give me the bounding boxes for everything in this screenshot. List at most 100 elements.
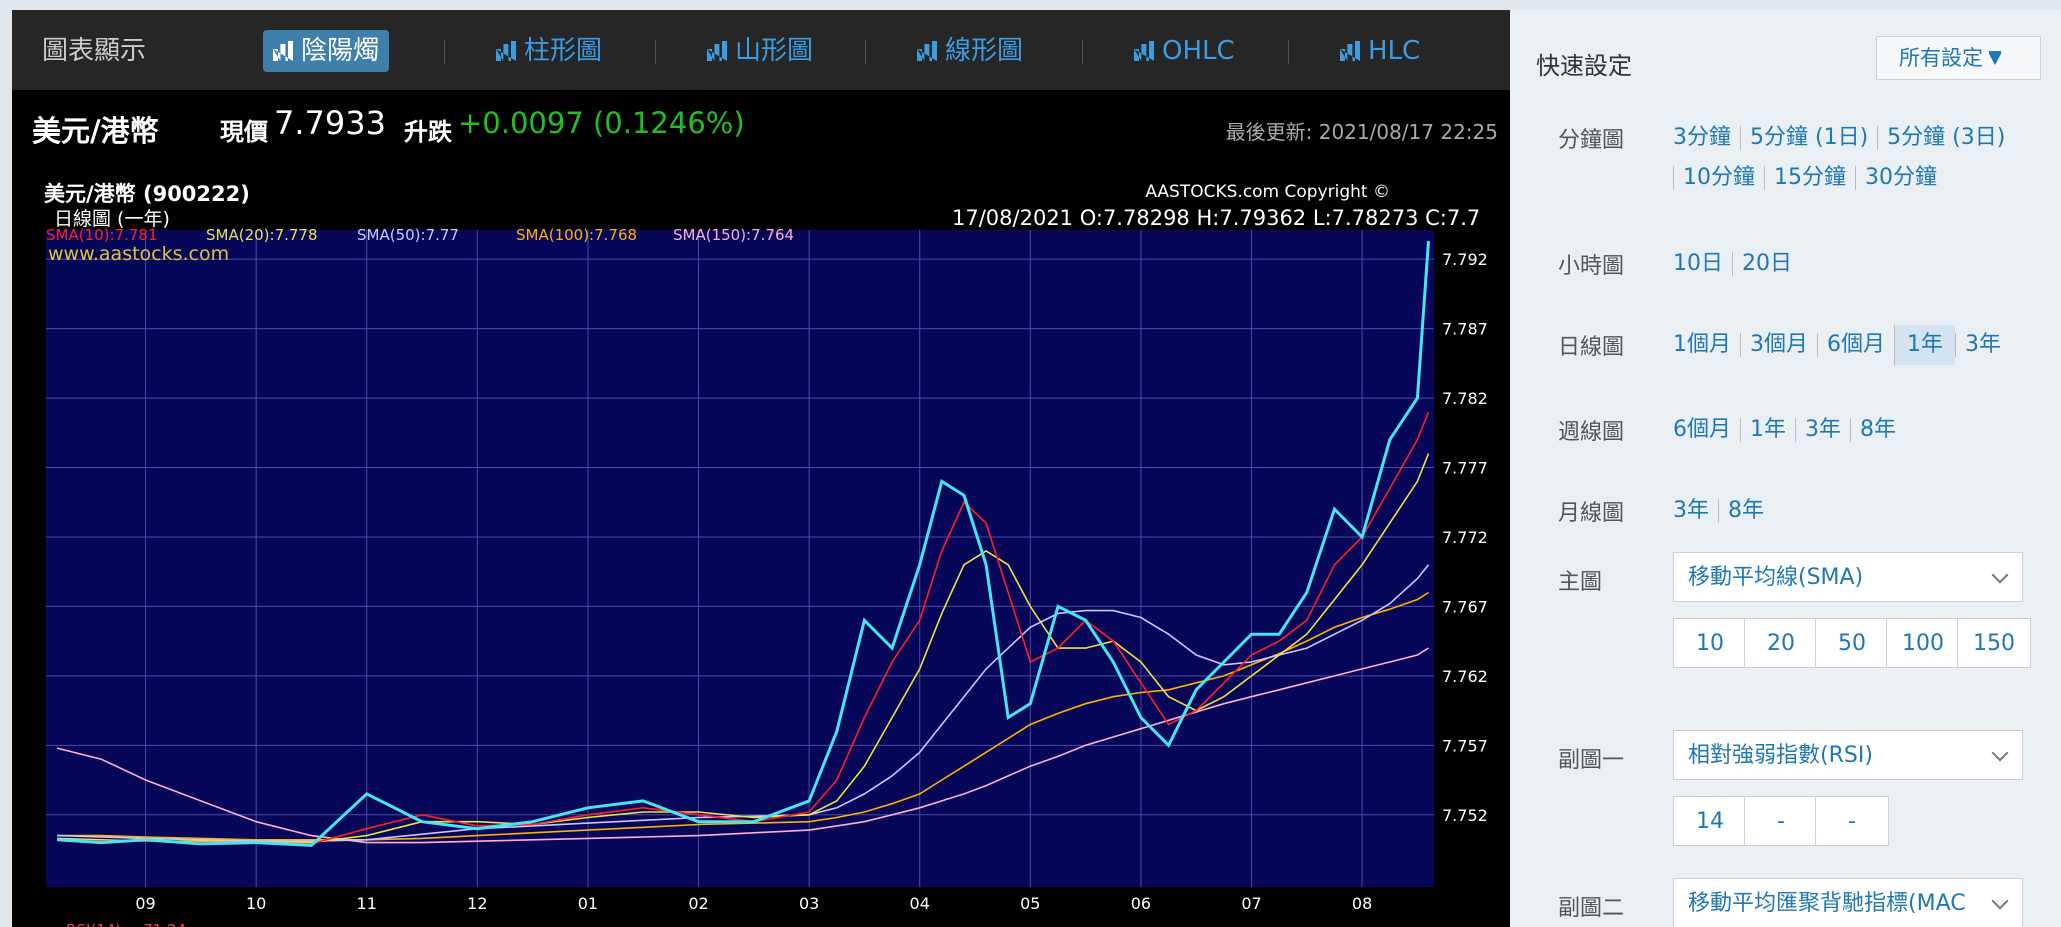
period-option[interactable]: 3年 <box>1955 333 2010 357</box>
sub-chart-label: RSI(14) = 71.24 <box>66 921 186 927</box>
chart-title: 美元/港幣 (900222) <box>44 182 250 206</box>
pair-name: 美元/港幣 <box>32 114 159 148</box>
x-tick-label: 11 <box>357 894 377 913</box>
tab-bar: 圖表顯示 陰陽燭 柱形圖 山形圖 線形圖 OHLC HLC <box>12 10 1510 90</box>
tab-label: HLC <box>1368 36 1421 66</box>
plot-area <box>46 230 1434 887</box>
row-label: 小時圖 <box>1558 254 1625 279</box>
period-option[interactable]: 5分鐘 (3日) <box>1877 126 2014 150</box>
tab-separator <box>865 40 866 64</box>
option-list: 3年 8年 <box>1673 491 2053 531</box>
chart-panel: 圖表顯示 陰陽燭 柱形圖 山形圖 線形圖 OHLC HLC 美元/港幣 現價 7.7933… <box>12 10 1510 927</box>
period-option[interactable]: 3個月 <box>1740 333 1817 357</box>
tab-separator <box>1082 40 1083 64</box>
period-option[interactable]: 3分鐘 <box>1673 125 1731 150</box>
period-option[interactable]: 3年 <box>1795 418 1850 442</box>
row-label: 月線圖 <box>1558 501 1625 526</box>
tab-separator <box>655 40 656 64</box>
tab-label: OHLC <box>1162 36 1235 66</box>
legend-entry: SMA(100):7.768 <box>516 226 637 244</box>
settings-title: 快速設定 <box>1536 52 1632 80</box>
tab-separator <box>444 40 445 64</box>
y-tick-label: 7.767 <box>1442 597 1488 616</box>
param-box[interactable]: 14 <box>1673 796 1747 846</box>
period-option[interactable]: 6個月 <box>1673 417 1731 442</box>
chart: 7.752 7.757 7.762 7.767 7.772 7.777 7.782 7.787… <box>46 226 1488 927</box>
legend-entry: SMA(10):7.781 <box>46 226 158 244</box>
option-list: 10日 20日 <box>1673 244 2053 284</box>
y-tick-label: 7.777 <box>1442 459 1488 478</box>
period-option[interactable]: 3年 <box>1673 498 1709 523</box>
param-box[interactable]: - <box>1815 796 1889 846</box>
copyright: AASTOCKS.com Copyright © <box>1145 182 1390 202</box>
sma-line <box>57 564 1430 842</box>
x-tick-label: 05 <box>1020 894 1040 913</box>
indicator-dropdown[interactable]: 移動平均線(SMA) <box>1673 552 2023 602</box>
option-list: 1個月 3個月 6個月 1年 3年 <box>1673 325 2053 365</box>
watermark: www.aastocks.com <box>48 243 229 265</box>
period-option[interactable]: 10日 <box>1673 251 1723 276</box>
chart-subtitle: 日線圖 (一年) <box>54 208 170 230</box>
y-tick-label: 7.772 <box>1442 528 1488 547</box>
chart-type-tab[interactable]: 線形圖 <box>907 30 1033 72</box>
param-box[interactable]: 100 <box>1886 618 1960 668</box>
x-tick-label: 01 <box>578 894 598 913</box>
row-label: 週線圖 <box>1558 420 1625 445</box>
tab-separator <box>1288 40 1289 64</box>
x-tick-label: 09 <box>135 894 155 913</box>
sma-line <box>56 647 1429 844</box>
period-option[interactable]: 10分鐘 <box>1673 166 1764 190</box>
sma-line <box>57 453 1430 844</box>
param-box[interactable]: 150 <box>1957 618 2031 668</box>
chart-type-tab[interactable]: 陰陽燭 <box>263 30 390 72</box>
chart-type-tab[interactable]: OHLC <box>1124 30 1245 72</box>
period-option[interactable]: 8年 <box>1718 499 1773 523</box>
period-option[interactable]: 8年 <box>1850 418 1905 442</box>
chart-type-tab[interactable]: 柱形圖 <box>486 30 612 72</box>
x-tick-label: 02 <box>688 894 708 913</box>
period-option[interactable]: 20日 <box>1732 252 1801 276</box>
param-box[interactable]: 20 <box>1744 618 1818 668</box>
sma-line <box>57 411 1430 845</box>
tab-label: 山形圖 <box>735 36 814 66</box>
chart-type-tab[interactable]: HLC <box>1330 30 1430 72</box>
legend-entry: SMA(150):7.764 <box>673 226 794 244</box>
indicator-dropdown[interactable]: 相對強弱指數(RSI) <box>1673 730 2023 780</box>
all-settings-button[interactable]: 所有設定 <box>1876 36 2041 80</box>
period-option[interactable]: 5分鐘 (1日) <box>1740 126 1877 150</box>
row-label: 分鐘圖 <box>1558 128 1625 153</box>
x-tick-label: 08 <box>1352 894 1372 913</box>
change-label: 升跌 <box>404 118 452 146</box>
period-option[interactable]: 30分鐘 <box>1855 166 1946 190</box>
y-tick-label: 7.782 <box>1442 389 1488 408</box>
legend-entry: SMA(50):7.77 <box>357 226 459 244</box>
y-tick-label: 7.762 <box>1442 667 1488 686</box>
option-list: 3分鐘 5分鐘 (1日) 5分鐘 (3日) 10分鐘 15分鐘 30分鐘 <box>1673 118 2053 198</box>
legend-entry: SMA(20):7.778 <box>206 226 318 244</box>
period-option[interactable]: 1年 <box>1894 325 1955 365</box>
panel-label: 副圖二 <box>1558 896 1625 921</box>
y-tick-label: 7.752 <box>1442 806 1488 825</box>
y-tick-label: 7.787 <box>1442 320 1488 339</box>
x-tick-label: 12 <box>467 894 487 913</box>
period-option[interactable]: 6個月 <box>1817 333 1894 357</box>
param-box[interactable]: - <box>1744 796 1818 846</box>
indicator-dropdown[interactable]: 移動平均匯聚背馳指標(MAC <box>1673 878 2023 927</box>
change: +0.0097 (0.1246%) <box>458 106 745 140</box>
chart-type-tab[interactable]: 山形圖 <box>697 30 823 72</box>
period-option[interactable]: 15分鐘 <box>1764 166 1855 190</box>
period-option[interactable]: 1個月 <box>1673 332 1731 357</box>
all-settings-text: 所有設定 <box>1899 46 1983 70</box>
price-line <box>57 240 1430 847</box>
panel-label: 副圖一 <box>1558 748 1625 773</box>
panel-label: 主圖 <box>1558 570 1603 595</box>
x-tick-label: 04 <box>910 894 930 913</box>
x-tick-label: 06 <box>1131 894 1151 913</box>
y-tick-label: 7.757 <box>1442 736 1488 755</box>
x-tick-label: 10 <box>246 894 266 913</box>
period-option[interactable]: 1年 <box>1740 418 1795 442</box>
param-box[interactable]: 50 <box>1815 618 1889 668</box>
tab-label: 線形圖 <box>945 36 1024 66</box>
param-box[interactable]: 10 <box>1673 618 1747 668</box>
